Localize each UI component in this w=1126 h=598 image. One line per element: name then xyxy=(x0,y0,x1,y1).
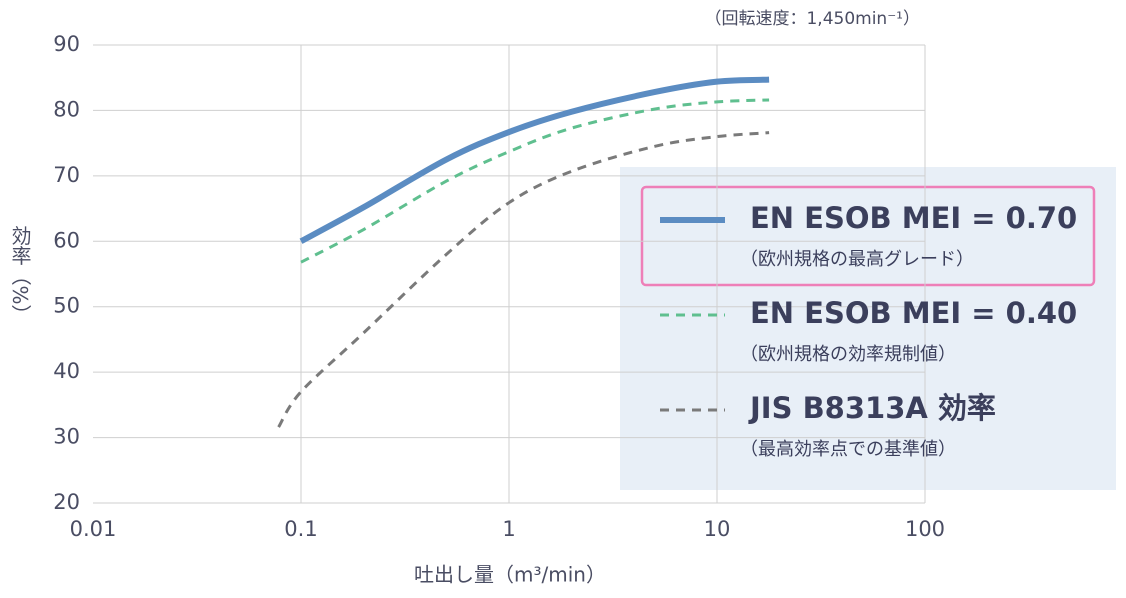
y-tick-label: 60 xyxy=(53,228,80,252)
legend-description: （最高効率点での基準値） xyxy=(740,439,956,460)
legend-description: （欧州規格の最高グレード） xyxy=(740,249,974,270)
annotation: （回転速度：1,450min⁻¹） xyxy=(704,9,920,29)
y-tick-label: 40 xyxy=(53,359,80,383)
x-axis-label: 吐出し量（m³/min） xyxy=(414,563,606,587)
y-tick-label: 50 xyxy=(53,294,80,318)
x-tick-label: 0.1 xyxy=(284,517,317,541)
y-tick-label: 90 xyxy=(53,32,80,56)
legend-label: EN ESOB MEI = 0.40 xyxy=(750,296,1077,330)
x-tick-label: 10 xyxy=(704,517,731,541)
legend-highlight xyxy=(640,185,1096,287)
x-tick-label: 1 xyxy=(502,517,515,541)
y-axis-label: 効率（%） xyxy=(8,225,32,324)
series-line xyxy=(277,131,770,428)
y-tick-label: 80 xyxy=(53,97,80,121)
legend-label: EN ESOB MEI = 0.70 xyxy=(750,201,1077,235)
y-tick-label: 20 xyxy=(53,490,80,514)
x-tick-label: 0.01 xyxy=(70,517,117,541)
y-tick-label: 30 xyxy=(53,425,80,449)
legend-label: JIS B8313A 効率 xyxy=(748,391,996,425)
y-tick-label: 70 xyxy=(53,163,80,187)
legend-description: （欧州規格の効率規制値） xyxy=(740,344,956,365)
x-tick-label: 100 xyxy=(905,517,945,541)
series-line xyxy=(299,76,770,244)
series-line xyxy=(300,98,770,264)
